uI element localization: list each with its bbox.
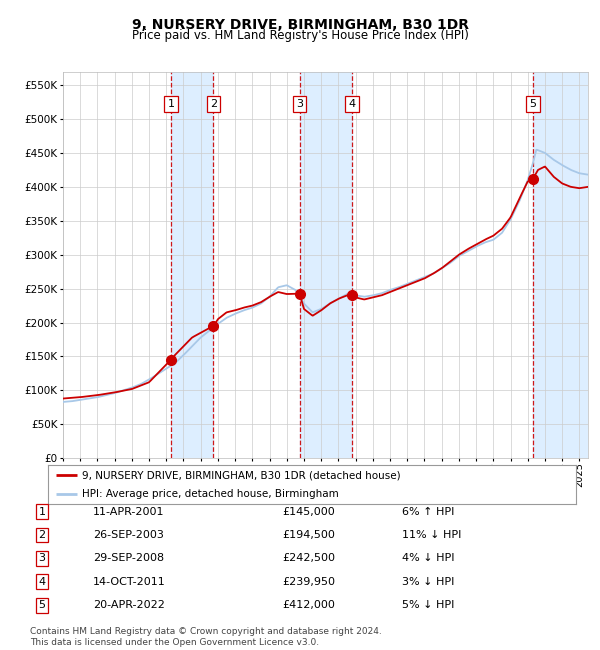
Text: HPI: Average price, detached house, Birmingham: HPI: Average price, detached house, Birm… <box>82 489 339 499</box>
Text: 11% ↓ HPI: 11% ↓ HPI <box>402 530 461 540</box>
Text: 5: 5 <box>38 600 46 610</box>
Text: 9, NURSERY DRIVE, BIRMINGHAM, B30 1DR: 9, NURSERY DRIVE, BIRMINGHAM, B30 1DR <box>131 18 469 32</box>
Text: Price paid vs. HM Land Registry's House Price Index (HPI): Price paid vs. HM Land Registry's House … <box>131 29 469 42</box>
Text: £194,500: £194,500 <box>282 530 335 540</box>
Text: £239,950: £239,950 <box>282 577 335 587</box>
Text: 3: 3 <box>38 553 46 564</box>
Text: Contains HM Land Registry data © Crown copyright and database right 2024.
This d: Contains HM Land Registry data © Crown c… <box>30 627 382 647</box>
Text: 2: 2 <box>210 99 217 109</box>
Text: 3: 3 <box>296 99 303 109</box>
Text: 1: 1 <box>38 506 46 517</box>
Text: 29-SEP-2008: 29-SEP-2008 <box>93 553 164 564</box>
Text: 4: 4 <box>38 577 46 587</box>
Text: 2: 2 <box>38 530 46 540</box>
Text: 4: 4 <box>349 99 356 109</box>
Bar <box>171 72 213 458</box>
Bar <box>299 72 352 458</box>
Text: 1: 1 <box>167 99 175 109</box>
Text: £242,500: £242,500 <box>282 553 335 564</box>
Text: 20-APR-2022: 20-APR-2022 <box>93 600 165 610</box>
Text: 11-APR-2001: 11-APR-2001 <box>93 506 164 517</box>
Text: 3% ↓ HPI: 3% ↓ HPI <box>402 577 454 587</box>
Text: 6% ↑ HPI: 6% ↑ HPI <box>402 506 454 517</box>
Text: 5: 5 <box>529 99 536 109</box>
Text: 26-SEP-2003: 26-SEP-2003 <box>93 530 164 540</box>
Text: £412,000: £412,000 <box>282 600 335 610</box>
Bar <box>533 72 588 458</box>
Text: 5% ↓ HPI: 5% ↓ HPI <box>402 600 454 610</box>
Text: 9, NURSERY DRIVE, BIRMINGHAM, B30 1DR (detached house): 9, NURSERY DRIVE, BIRMINGHAM, B30 1DR (d… <box>82 471 401 480</box>
Text: 14-OCT-2011: 14-OCT-2011 <box>93 577 166 587</box>
Text: 4% ↓ HPI: 4% ↓ HPI <box>402 553 455 564</box>
Text: £145,000: £145,000 <box>282 506 335 517</box>
